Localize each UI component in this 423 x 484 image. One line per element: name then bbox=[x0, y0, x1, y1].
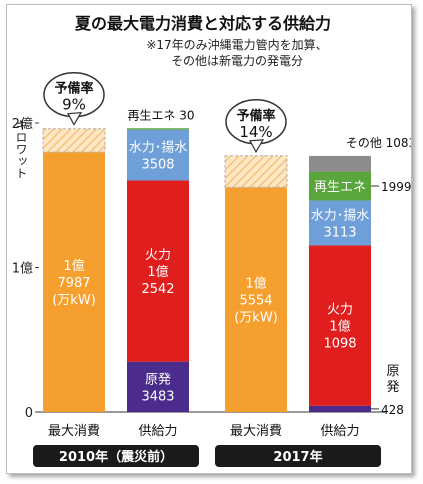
data-label: 7987 bbox=[57, 276, 90, 291]
x-category-label: 最大消費 bbox=[230, 424, 282, 439]
outside-label: 再生エネ 30 bbox=[127, 108, 194, 122]
note-line-2: その他は新電力の発電分 bbox=[171, 53, 303, 68]
y-tick-label: 1億 bbox=[12, 261, 33, 277]
data-label: 5554 bbox=[239, 294, 272, 309]
bar-segment bbox=[309, 245, 371, 406]
bar-segment bbox=[309, 155, 371, 172]
data-label: 1億 bbox=[63, 258, 84, 274]
x-category-label: 供給力 bbox=[138, 424, 177, 439]
data-label: 水力･揚水 bbox=[129, 140, 188, 156]
bar-segment bbox=[127, 129, 189, 181]
x-category-label: 最大消費 bbox=[48, 424, 100, 439]
bar-segment bbox=[309, 405, 371, 412]
data-label: (万kW) bbox=[52, 293, 96, 308]
x-category-label: 供給力 bbox=[320, 424, 359, 439]
reserve-title: 予備率 bbox=[54, 81, 93, 97]
data-label: 3483 bbox=[141, 389, 174, 404]
bar-segment bbox=[309, 200, 371, 246]
bar-segment bbox=[309, 171, 371, 201]
data-label: 原発 bbox=[145, 372, 171, 387]
bar-segment bbox=[225, 187, 287, 412]
group-label-box bbox=[215, 445, 381, 467]
y-tick-label: 0 bbox=[25, 406, 33, 421]
reserve-bubble-tail bbox=[249, 139, 265, 153]
data-label: 3508 bbox=[141, 158, 174, 173]
data-label: 1098 bbox=[323, 337, 356, 352]
data-label: 再生エネ bbox=[314, 180, 366, 195]
reserve-bubble-tail bbox=[67, 112, 83, 126]
reserve-title: 予備率 bbox=[236, 108, 275, 124]
data-label: 火力 bbox=[327, 303, 353, 318]
reserve-value: 14% bbox=[239, 123, 272, 141]
data-label: 1億 bbox=[329, 319, 350, 335]
chart-title: 夏の最大電力消費と対応する供給力 bbox=[74, 14, 331, 33]
note-line-1: ※17年のみ沖縄電力管内を加算、 bbox=[146, 37, 327, 52]
data-label: 水力･揚水 bbox=[311, 207, 370, 223]
chart-frame: 夏の最大電力消費と対応する供給力 ※17年のみ沖縄電力管内を加算、 その他は新電力の… bbox=[6, 4, 412, 474]
outside-label: 1999 bbox=[381, 180, 411, 194]
data-label: 2542 bbox=[141, 282, 174, 297]
data-label: 火力 bbox=[145, 248, 171, 263]
group-label: 2017年 bbox=[273, 449, 322, 465]
reserve-value: 9% bbox=[62, 96, 86, 114]
group-label-box bbox=[33, 445, 199, 467]
outside-label: その他 1083 bbox=[346, 136, 411, 150]
y-axis-label: キロワット bbox=[14, 119, 28, 179]
reserve-margin-hatch bbox=[224, 155, 288, 188]
side-label-char-1: 原 bbox=[386, 364, 399, 379]
data-label: 1億 bbox=[245, 276, 266, 292]
data-label: (万kW) bbox=[234, 311, 278, 326]
reserve-margin-hatch bbox=[42, 128, 106, 153]
data-label: 1億 bbox=[147, 264, 168, 280]
y-tick-label: 2億 bbox=[12, 116, 33, 132]
bar-segment bbox=[127, 128, 189, 130]
bar-segment bbox=[127, 361, 189, 412]
group-label: 2010年（震災前） bbox=[59, 449, 173, 465]
side-label-char-2: 発 bbox=[386, 380, 399, 395]
chart-svg: 夏の最大電力消費と対応する供給力 ※17年のみ沖縄電力管内を加算、その他は新電力の… bbox=[12, 14, 411, 467]
outside-label: 428 bbox=[381, 403, 404, 417]
bar-segment bbox=[127, 180, 189, 362]
data-label: 3113 bbox=[323, 225, 356, 240]
bar-segment bbox=[43, 152, 105, 413]
